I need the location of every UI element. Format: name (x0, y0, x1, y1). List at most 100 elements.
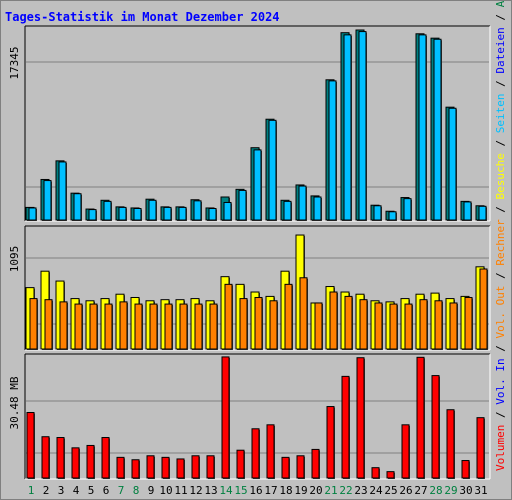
bar-dateien (88, 209, 97, 221)
legend-item: Rechner (494, 219, 507, 266)
legend-separator: / (494, 266, 507, 286)
legend-item: Seiten (494, 93, 507, 133)
x-tick-label: 13 (204, 484, 217, 497)
bar-volumen (71, 447, 80, 479)
bar-dateien (163, 206, 172, 221)
bar-dateien (373, 205, 382, 221)
bar-rechner (434, 300, 443, 350)
bar-dateien (358, 31, 367, 221)
bar-volumen (416, 356, 425, 479)
bar-volumen (401, 424, 410, 479)
bar-dateien (343, 34, 352, 221)
bar-volumen (341, 375, 350, 479)
bar-dateien (238, 189, 247, 221)
x-tick-label: 27 (414, 484, 427, 497)
bar-volumen (371, 467, 380, 479)
bar-volumen (26, 411, 35, 479)
bar-volumen (101, 437, 110, 479)
x-tick-label: 2 (43, 484, 50, 497)
x-tick-label: 30 (459, 484, 472, 497)
bar-dateien (478, 205, 487, 221)
bar-rechner (359, 299, 368, 350)
bar-volumen (116, 456, 125, 479)
bar-dateien (118, 206, 127, 221)
x-tick-label: 31 (474, 484, 487, 497)
panel-2-y-label: 1095 (8, 246, 21, 273)
bar-rechner (74, 303, 83, 350)
x-tick-label: 24 (369, 484, 383, 497)
bar-volumen (431, 375, 440, 479)
bar-rechner (164, 303, 173, 350)
x-tick-label: 12 (189, 484, 202, 497)
x-tick-label: 14 (219, 484, 233, 497)
bar-dateien (193, 200, 202, 221)
bar-volumen (86, 444, 95, 479)
bar-dateien (148, 199, 157, 221)
bar-volumen (446, 409, 455, 479)
x-tick-label: 21 (324, 484, 337, 497)
bar-dateien (298, 185, 307, 221)
x-tick-label: 28 (429, 484, 442, 497)
bar-rechner (239, 298, 248, 350)
legend-separator: / (494, 199, 507, 219)
bar-volumen (281, 456, 290, 479)
panel-1-y-label: 17345 (8, 46, 21, 79)
bar-volumen (41, 436, 50, 479)
bar-rechner (119, 301, 128, 350)
bar-rechner (254, 296, 263, 350)
x-tick-label: 17 (264, 484, 277, 497)
x-tick-label: 19 (294, 484, 307, 497)
x-tick-label: 8 (133, 484, 140, 497)
bar-dateien (253, 149, 262, 221)
legend-item: Vol. In (494, 358, 507, 404)
bar-rechner (419, 299, 428, 350)
bar-rechner (149, 303, 158, 350)
x-tick-label: 15 (234, 484, 247, 497)
bar-rechner (479, 268, 488, 350)
bar-volumen (326, 406, 335, 479)
legend-item: Besuche (494, 153, 507, 199)
bar-rechner (344, 295, 353, 350)
bar-rechner (404, 303, 413, 350)
bar-rechner (284, 283, 293, 350)
bar-dateien (223, 201, 232, 221)
x-tick-label: 7 (118, 484, 125, 497)
bar-volumen (476, 417, 485, 479)
legend-item: Anfragen (494, 1, 507, 7)
bar-dateien (403, 198, 412, 221)
bar-rechner (464, 296, 473, 350)
bar-volumen (131, 459, 140, 479)
legend-item: Vol. Out (494, 286, 507, 339)
legend-separator: / (494, 74, 507, 94)
bar-volumen (221, 356, 230, 479)
legend-separator: / (494, 405, 507, 425)
bar-dateien (313, 196, 322, 221)
legend-separator: / (494, 133, 507, 153)
x-tick-label: 23 (354, 484, 367, 497)
bar-volumen (311, 448, 320, 479)
bar-volumen (296, 455, 305, 479)
x-tick-label: 3 (58, 484, 65, 497)
bar-dateien (178, 206, 187, 221)
bar-rechner (44, 299, 53, 350)
bar-dateien (268, 119, 277, 221)
bar-dateien (28, 207, 37, 221)
bar-volumen (356, 357, 365, 479)
bar-dateien (283, 200, 292, 221)
x-tick-label: 4 (73, 484, 80, 497)
bar-rechner (209, 303, 218, 350)
bar-dateien (463, 201, 472, 221)
bar-dateien (43, 180, 52, 221)
x-tick-label: 18 (279, 484, 292, 497)
bar-rechner (314, 302, 323, 350)
x-tick-label: 10 (159, 484, 172, 497)
chart-title: Tages-Statistik im Monat Dezember 2024 (5, 10, 280, 24)
bar-volumen (251, 428, 260, 479)
bar-volumen (236, 449, 245, 479)
x-tick-label: 26 (399, 484, 412, 497)
bar-volumen (176, 458, 185, 479)
bar-rechner (389, 303, 398, 350)
bar-rechner (374, 302, 383, 350)
